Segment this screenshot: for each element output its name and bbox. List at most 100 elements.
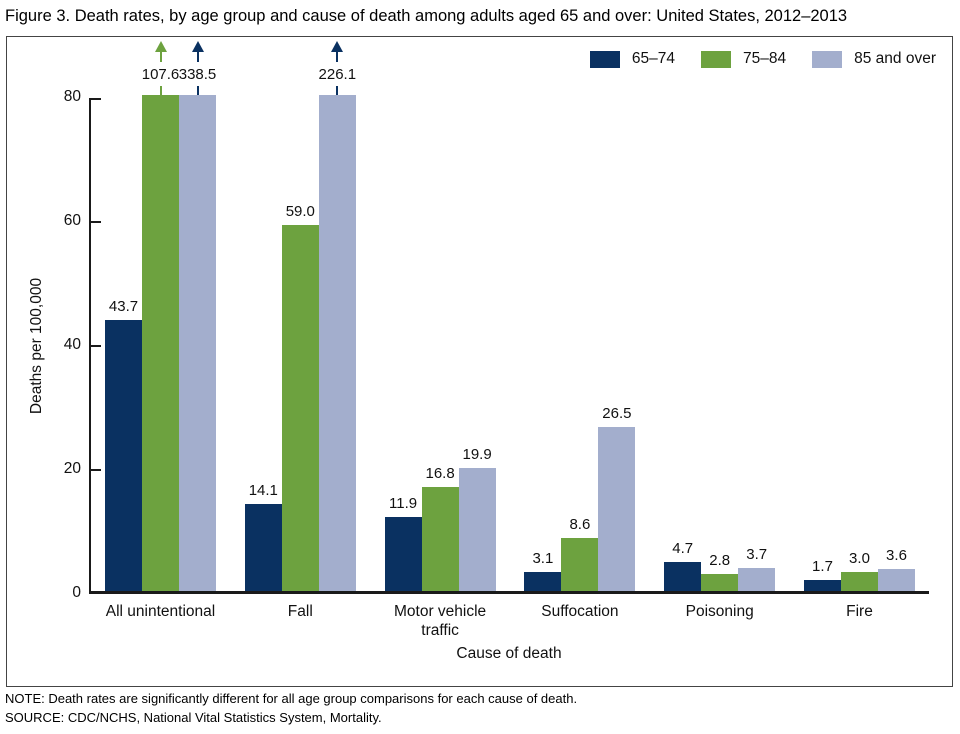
bar-column: 338.5 <box>179 41 216 591</box>
y-axis-tick-label: 40 <box>63 336 81 353</box>
bar-group: 4.7 2.8 3.7 Poisoning <box>664 98 776 620</box>
bar-column: 4.7 <box>664 98 702 591</box>
bar-column: 3.1 <box>524 98 562 591</box>
bar-value-label: 16.8 <box>425 465 455 482</box>
dashed-connector <box>196 86 199 95</box>
bar <box>877 569 915 591</box>
bar <box>738 568 776 591</box>
y-axis-tick <box>91 221 101 223</box>
y-axis-tick <box>91 469 101 471</box>
category-label: All unintentional <box>105 603 216 620</box>
bar-value-label: 11.9 <box>389 495 418 512</box>
x-axis-title: Cause of death <box>456 645 562 662</box>
arrow-tail <box>336 52 339 62</box>
category-label: Fall <box>287 603 313 620</box>
dashed-connector <box>336 86 339 95</box>
bar-group: 1.7 3.0 3.6 Fire <box>803 98 915 620</box>
bar-column: 16.8 <box>421 98 459 591</box>
bar-group: 43.7 107.6 338.5 All unintentional <box>105 41 216 620</box>
legend: 65–74 75–84 85 and over <box>589 50 936 68</box>
bar-column: 26.5 <box>598 98 636 591</box>
arrow-head <box>191 41 204 52</box>
bar-value-label: 2.8 <box>709 552 731 569</box>
dashed-connector <box>159 86 162 95</box>
bar-value-label: 3.6 <box>886 547 907 564</box>
bar-column: 14.1 <box>244 98 282 591</box>
bar-value-label: 3.7 <box>746 546 768 563</box>
bar <box>664 562 702 591</box>
legend-swatch <box>812 50 843 68</box>
bar <box>384 517 422 591</box>
offscale-arrow-icon <box>191 41 204 62</box>
legend-label: 65–74 <box>631 50 676 67</box>
legend-item: 65–74 <box>589 50 676 68</box>
bar <box>524 572 562 591</box>
legend-item: 85 and over <box>812 50 936 68</box>
bar-column: 43.7 <box>105 98 142 591</box>
bar-column: 8.6 <box>561 98 599 591</box>
bar <box>598 427 636 591</box>
arrow-head <box>331 41 344 52</box>
plot-area: 0 20 40 60 80 43.7 107.6 338.5 All unintentional… <box>64 41 929 639</box>
bar-column: 11.9 <box>384 98 422 591</box>
figure-title: Figure 3. Death rates, by age group and … <box>5 7 848 25</box>
y-axis-tick-label: 0 <box>72 584 81 601</box>
bar <box>561 538 599 591</box>
bar-value-label: 26.5 <box>602 405 632 422</box>
bar-value-label: 338.5 <box>178 66 217 83</box>
legend-swatch <box>701 50 732 68</box>
legend-label: 85 and over <box>854 50 936 67</box>
bar-column: 3.6 <box>877 98 915 591</box>
arrow-tail <box>159 52 162 62</box>
bar <box>840 572 878 591</box>
bar-column: 226.1 <box>318 41 356 591</box>
bar-value-label: 3.1 <box>532 550 554 567</box>
bar-value-label: 8.6 <box>569 516 591 533</box>
bar <box>244 504 282 591</box>
y-axis-tick-label: 20 <box>63 460 81 477</box>
bar-value-label: 19.9 <box>462 446 492 463</box>
bar-column: 3.7 <box>738 98 776 591</box>
bar-value-label: 226.1 <box>318 66 357 83</box>
bar <box>281 225 319 591</box>
y-axis-tick <box>91 345 101 347</box>
chart-frame: 65–74 75–84 85 and over Deaths per 100,0… <box>6 36 953 687</box>
category-label: Motor vehicle traffic <box>394 603 487 640</box>
offscale-arrow-icon <box>331 41 344 62</box>
bar-group: 11.9 16.8 19.9 Motor vehicle traffic <box>384 98 496 639</box>
bar <box>701 574 739 591</box>
category-label: Suffocation <box>541 603 619 620</box>
bar-value-label: 43.7 <box>108 298 139 315</box>
arrow-head <box>154 41 167 52</box>
bar-column: 3.0 <box>840 98 878 591</box>
y-axis-tick-label: 60 <box>63 212 81 229</box>
bar <box>142 95 179 591</box>
bar <box>421 487 459 591</box>
bar-value-label: 14.1 <box>248 482 278 499</box>
bar-column: 2.8 <box>701 98 739 591</box>
bar-column: 59.0 <box>281 98 319 591</box>
source-text: SOURCE: CDC/NCHS, National Vital Statist… <box>5 710 382 725</box>
bar <box>803 580 841 591</box>
bar-value-label: 107.6 <box>141 66 180 83</box>
note-text: NOTE: Death rates are significantly diff… <box>5 691 578 706</box>
bar <box>105 320 142 591</box>
bar <box>318 95 356 591</box>
bar-value-label: 3.0 <box>849 550 870 567</box>
bar-value-label: 1.7 <box>812 558 833 575</box>
bar-column: 19.9 <box>458 98 496 591</box>
legend-swatch <box>589 50 620 68</box>
bar <box>458 468 496 591</box>
bar-value-label: 59.0 <box>285 203 315 220</box>
arrow-tail <box>196 52 199 62</box>
bar-group: 3.1 8.6 26.5 Suffocation <box>524 98 636 620</box>
bar-value-label: 4.7 <box>672 540 694 557</box>
bar-column: 1.7 <box>803 98 841 591</box>
offscale-arrow-icon <box>154 41 167 62</box>
y-axis-tick <box>91 98 101 100</box>
bar <box>179 95 216 591</box>
category-label: Fire <box>846 603 873 620</box>
category-label: Poisoning <box>685 603 754 620</box>
y-axis-tick-label: 80 <box>63 88 81 105</box>
